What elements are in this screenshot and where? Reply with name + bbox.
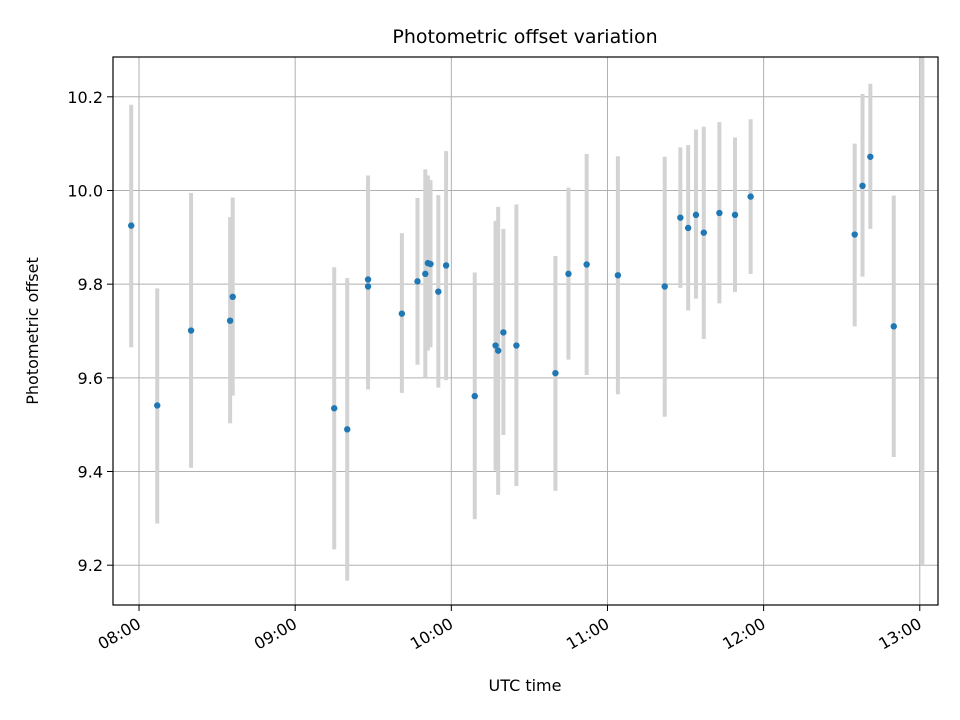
data-point xyxy=(851,231,858,238)
data-point xyxy=(700,229,707,236)
data-points xyxy=(128,153,897,433)
data-point xyxy=(859,182,866,190)
data-point xyxy=(364,283,372,290)
y-axis-label: Photometric offset xyxy=(23,257,42,405)
data-point xyxy=(398,310,406,317)
data-point xyxy=(414,278,421,285)
data-point xyxy=(494,347,502,354)
y-tick-label: 10.0 xyxy=(67,181,103,200)
plot-area xyxy=(113,57,938,605)
data-point xyxy=(684,224,692,232)
x-axis-label: UTC time xyxy=(489,676,562,695)
data-point xyxy=(747,193,754,200)
data-point xyxy=(614,272,622,279)
data-point xyxy=(677,214,684,221)
data-point xyxy=(552,369,559,377)
data-point xyxy=(344,426,351,433)
data-point xyxy=(661,283,668,290)
data-point xyxy=(492,342,499,349)
grid xyxy=(113,57,938,605)
data-point xyxy=(692,211,700,219)
data-point xyxy=(229,293,236,301)
data-point xyxy=(435,288,442,295)
data-point xyxy=(187,327,195,334)
data-point xyxy=(442,262,450,269)
data-point xyxy=(867,153,874,160)
data-point xyxy=(565,270,572,278)
plot-frame xyxy=(112,56,939,606)
y-tick-label: 9.8 xyxy=(78,275,103,294)
data-point xyxy=(716,209,723,217)
data-point xyxy=(890,323,897,330)
y-tick-label: 10.2 xyxy=(67,88,103,107)
y-tick-label: 9.2 xyxy=(78,556,103,575)
data-point xyxy=(513,342,520,349)
data-point xyxy=(422,270,429,278)
data-point xyxy=(583,261,590,268)
data-point xyxy=(364,276,372,283)
data-point xyxy=(226,317,234,324)
y-axis: 9.2 9.4 9.6 9.8 10.0 10.2 xyxy=(67,88,113,575)
data-point xyxy=(731,211,739,219)
data-point xyxy=(128,222,135,229)
y-tick-label: 9.4 xyxy=(78,463,103,482)
y-tick-label: 9.6 xyxy=(78,369,103,388)
data-point xyxy=(500,329,507,336)
data-point xyxy=(427,260,434,268)
data-point xyxy=(154,402,161,409)
chart-title: Photometric offset variation xyxy=(392,26,657,48)
data-point xyxy=(471,392,478,400)
data-point xyxy=(331,405,338,412)
